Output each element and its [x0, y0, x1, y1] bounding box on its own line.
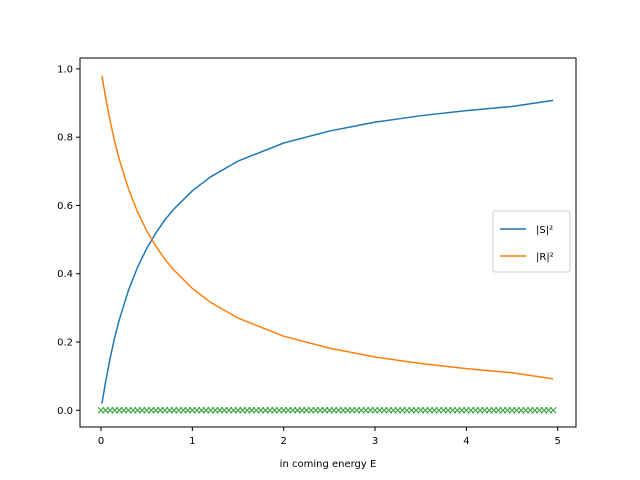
y-tick-label: 1.0 [57, 64, 73, 75]
y-tick-label: 0.8 [57, 133, 73, 144]
x-tick-label: 2 [281, 436, 287, 447]
x-tick-label: 0 [98, 436, 104, 447]
y-tick-label: 0.0 [57, 406, 73, 417]
y-axis: 0.0 0.2 0.4 0.6 0.8 1.0 [57, 64, 80, 417]
x-tick-label: 1 [189, 436, 195, 447]
legend: |S|² |R|² [492, 210, 571, 273]
x-marker [549, 406, 557, 414]
y-tick-label: 0.4 [57, 269, 73, 280]
x-axis: 0 1 2 3 4 5 [98, 427, 561, 447]
series-layer [97, 75, 557, 414]
series-line-0 [101, 99, 554, 404]
legend-label-s: |S|² [536, 225, 553, 236]
x-tick-label: 4 [463, 436, 469, 447]
x-axis-title: in coming energy E [280, 459, 377, 470]
series-line-1 [101, 75, 554, 380]
x-tick-label: 3 [372, 436, 378, 447]
y-tick-label: 0.2 [57, 338, 73, 349]
legend-box [492, 210, 571, 273]
plot-frame [79, 57, 577, 428]
plot-area [79, 57, 577, 428]
legend-label-r: |R|² [536, 252, 554, 263]
y-tick-label: 0.6 [57, 201, 73, 212]
x-tick-label: 5 [555, 436, 561, 447]
series-markers-2 [97, 406, 557, 414]
